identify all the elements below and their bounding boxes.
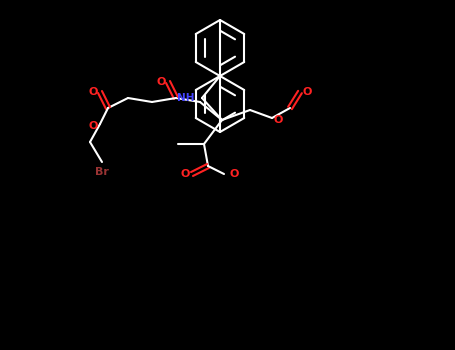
Text: O: O [88,121,98,131]
Text: O: O [180,169,190,179]
Text: O: O [273,115,283,125]
Text: Br: Br [95,167,109,177]
Text: O: O [302,87,312,97]
Text: NH: NH [177,93,195,103]
Text: O: O [157,77,166,87]
Text: O: O [88,87,98,97]
Text: O: O [229,169,239,179]
